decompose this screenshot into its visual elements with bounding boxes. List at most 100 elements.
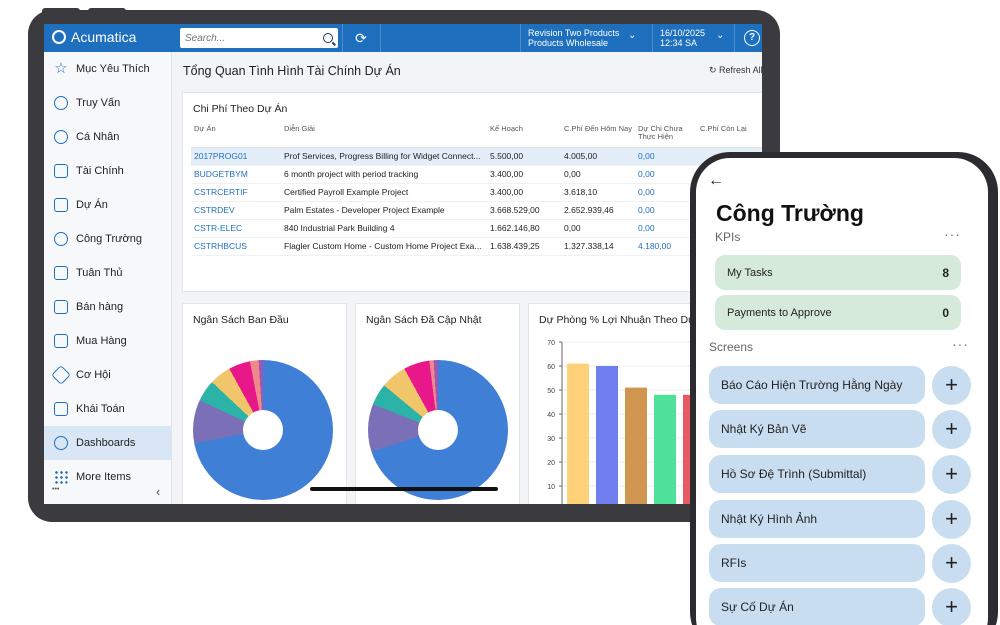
column-header[interactable]: Dự Chi Chưa Thực Hiện [635, 123, 697, 148]
sidebar-item-estimates[interactable]: Khái Toán [44, 392, 172, 426]
project-id-link[interactable]: CSTRDEV [191, 201, 281, 220]
screen-submittal[interactable]: Hồ Sơ Đệ Trình (Submittal) [709, 455, 925, 493]
search-box[interactable] [180, 28, 338, 48]
table-cell: 4.005,00 [561, 147, 635, 166]
table-row[interactable]: CSTRHBCUS Flagler Custom Home - Custom Ho… [191, 237, 762, 256]
chevron-down-icon: ⌄ [628, 30, 637, 41]
screens-more-icon[interactable]: ··· [952, 336, 969, 352]
company-selector[interactable]: Revision Two Products Products Wholesale… [528, 28, 636, 48]
search-input[interactable] [185, 32, 317, 44]
sidebar-item-construction[interactable]: Công Trường [44, 222, 172, 256]
table-cell: Palm Estates - Developer Project Example [281, 201, 487, 220]
sidebar-item-dashboards[interactable]: Dashboards [44, 426, 172, 460]
sidebar-item-label: Cá Nhân [76, 131, 120, 143]
sidebar-item-personal[interactable]: Cá Nhân [44, 120, 172, 154]
branch-name: Products Wholesale [528, 38, 609, 48]
column-header[interactable]: Dự Án [191, 123, 281, 148]
screen-photo-log[interactable]: Nhật Ký Hình Ảnh [709, 500, 925, 538]
table-cell: Flagler Custom Home - Custom Home Projec… [281, 237, 487, 256]
edit-icon [54, 300, 68, 314]
column-header[interactable]: Diễn Giải [281, 123, 487, 148]
table-cell: 1.638.439,25 [487, 237, 561, 256]
profit-bar[interactable] [596, 366, 618, 504]
sidebar-item-projects[interactable]: Dự Án [44, 188, 172, 222]
project-id-link[interactable]: 2017PROG01 [191, 147, 281, 166]
refresh-all-button[interactable]: ↻ Refresh All [709, 65, 762, 76]
pie-chart-icon [54, 436, 68, 450]
donut-hole [243, 410, 283, 450]
profit-bar[interactable] [625, 387, 647, 504]
kpi-payments-to-approve[interactable]: Payments to Approve 0 [715, 295, 961, 330]
project-id-link[interactable]: CSTR-ELEC [191, 219, 281, 238]
column-header[interactable]: C.Phí Còn Lại [697, 123, 762, 148]
star-icon: ☆ [54, 60, 68, 77]
sidebar-item-label: More Items [76, 471, 132, 483]
add-rfi-button[interactable]: + [932, 544, 971, 583]
sidebar-item-purchasing[interactable]: Mua Hàng [44, 324, 172, 358]
screen-rfis[interactable]: RFIs [709, 544, 925, 582]
profit-bar[interactable] [567, 363, 589, 504]
sidebar-item-label: Tài Chính [76, 165, 124, 177]
kpi-my-tasks[interactable]: My Tasks 8 [715, 255, 961, 290]
add-project-issue-button[interactable]: + [932, 588, 971, 625]
tag-icon [51, 365, 71, 385]
project-id-link[interactable]: CSTRHBCUS [191, 237, 281, 256]
project-id-link[interactable]: CSTRCERTIF [191, 183, 281, 202]
y-tick-label: 30 [547, 436, 555, 443]
history-icon[interactable]: ⟳ [355, 30, 367, 46]
tablet-screen: Acumatica ⟳ Revision Two Products Produc… [44, 24, 762, 504]
table-row[interactable]: CSTRDEV Palm Estates - Developer Project … [191, 201, 762, 220]
signpost-icon [54, 198, 68, 212]
acumatica-logo[interactable]: Acumatica [52, 29, 136, 45]
add-drawing-log-button[interactable]: + [932, 410, 971, 449]
table-cell: 4.180,00 [635, 237, 697, 256]
y-tick-label: 40 [547, 412, 555, 419]
screen-daily-field-report[interactable]: Báo Cáo Hiện Trường Hằng Ngày [709, 366, 925, 404]
add-photo-log-button[interactable]: + [932, 500, 971, 539]
kpi-label: My Tasks [727, 266, 773, 279]
sidebar-item-compliance[interactable]: Tuân Thủ [44, 256, 172, 290]
document-icon [54, 266, 68, 280]
profit-bar[interactable] [654, 394, 676, 504]
table-row[interactable]: 2017PROG01 Prof Services, Progress Billin… [191, 147, 762, 166]
screen-drawing-log[interactable]: Nhật Ký Bản Vẽ [709, 410, 925, 448]
collapse-sidebar-button[interactable]: ‹ [156, 484, 161, 499]
sidebar-item-finance[interactable]: Tài Chính [44, 154, 172, 188]
separator [734, 24, 735, 52]
sidebar-item-more[interactable]: More Items [44, 460, 172, 494]
timer-icon [54, 130, 68, 144]
sidebar: ☆ Mục Yêu Thích Truy Vấn Cá Nhân Tài Chín… [44, 52, 172, 504]
search-icon[interactable] [323, 33, 333, 43]
kpis-more-icon[interactable]: ··· [944, 226, 961, 242]
help-icon[interactable]: ? [744, 30, 760, 46]
table-row[interactable]: CSTRCERTIF Certified Payroll Example Proj… [191, 183, 762, 202]
y-tick-label: 10 [547, 484, 555, 491]
column-header[interactable]: C.Phí Đến Hôm Nay [561, 123, 635, 148]
project-id-link[interactable]: BUDGETBYM [191, 165, 281, 184]
table-cell: 0,00 [635, 183, 697, 202]
y-tick-label: 50 [547, 388, 555, 395]
column-header[interactable]: Kế Hoạch [487, 123, 561, 148]
table-cell: 0,00 [635, 165, 697, 184]
phone-screen: ← Công Trường KPIs ··· My Tasks 8 Paymen… [696, 158, 988, 625]
table-cell: 0,00 [635, 219, 697, 238]
sidebar-item-inquiries[interactable]: Truy Vấn [44, 86, 172, 120]
screen-project-issues[interactable]: Sự Cố Dự Án [709, 588, 925, 625]
calculator-icon [54, 164, 68, 178]
more-dots[interactable]: ••• [52, 486, 60, 493]
date-selector[interactable]: 16/10/2025 12:34 SA ⌄ [660, 28, 724, 48]
business-date: 16/10/2025 [660, 28, 706, 38]
table-cell: 0,00 [561, 219, 635, 238]
sidebar-item-label: Tuân Thủ [76, 267, 123, 279]
add-daily-field-report-button[interactable]: + [932, 366, 971, 405]
sidebar-item-sales[interactable]: Bán hàng [44, 290, 172, 324]
chart-icon [54, 96, 68, 110]
sidebar-item-favorites[interactable]: ☆ Mục Yêu Thích [44, 52, 172, 86]
card-title: Chi Phí Theo Dự Án [193, 103, 288, 115]
sidebar-item-opportunities[interactable]: Cơ Hội [44, 358, 172, 392]
back-arrow-icon[interactable]: ← [708, 172, 724, 189]
kpis-label: KPIs [715, 230, 741, 244]
table-row[interactable]: BUDGETBYM 6 month project with period tra… [191, 165, 762, 184]
add-submittal-button[interactable]: + [932, 455, 971, 494]
